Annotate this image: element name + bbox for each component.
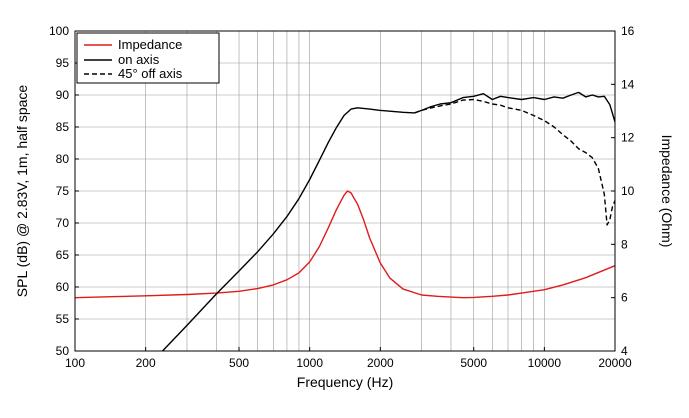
x-tick-label: 500 <box>229 356 249 370</box>
y-left-tick-label: 55 <box>56 312 70 326</box>
legend-label-off-axis: 45° off axis <box>118 66 183 81</box>
y-axis-right: 4 6 8 10 12 14 16 <box>611 24 635 358</box>
legend: Impedance on axis 45° off axis <box>76 32 220 84</box>
y-axis-left: 50 55 60 65 70 75 80 85 90 95 100 <box>49 24 79 358</box>
x-tick-label: 20000 <box>598 356 632 370</box>
y-left-tick-label: 50 <box>56 344 70 358</box>
series-layer <box>74 91 616 352</box>
y-left-tick-label: 100 <box>49 24 69 38</box>
impedance-curve <box>74 190 616 299</box>
legend-label-impedance: Impedance <box>118 37 182 52</box>
y-right-tick-label: 14 <box>621 77 635 91</box>
x-tick-label: 2000 <box>367 356 394 370</box>
y-left-tick-label: 85 <box>56 120 70 134</box>
y-left-tick-label: 65 <box>56 248 70 262</box>
x-axis-label: Frequency (Hz) <box>297 374 393 390</box>
y-axis-right-label: Impedance (Ohm) <box>659 135 675 248</box>
x-tick-label: 200 <box>136 356 156 370</box>
x-tick-label: 10000 <box>528 356 562 370</box>
y-right-tick-label: 16 <box>621 24 635 38</box>
y-right-tick-label: 12 <box>621 131 635 145</box>
x-axis: 100 200 500 1000 2000 5000 10000 20000 <box>65 347 632 370</box>
y-left-tick-label: 90 <box>56 88 70 102</box>
y-right-tick-label: 10 <box>621 184 635 198</box>
x-tick-label: 1000 <box>296 356 323 370</box>
y-right-tick-label: 6 <box>621 291 628 305</box>
y-right-tick-label: 8 <box>621 237 628 251</box>
x-tick-label: 100 <box>65 356 85 370</box>
x-tick-label: 5000 <box>460 356 487 370</box>
y-left-tick-label: 70 <box>56 216 70 230</box>
on-axis-curve <box>161 91 616 352</box>
y-right-tick-label: 4 <box>621 344 628 358</box>
y-left-tick-label: 80 <box>56 152 70 166</box>
y-axis-left-label: SPL (dB) @ 2.83V, 1m, half space <box>14 85 30 298</box>
legend-label-on-axis: on axis <box>118 52 160 67</box>
y-left-tick-label: 95 <box>56 56 70 70</box>
off-axis-curve <box>414 98 616 226</box>
y-left-tick-label: 60 <box>56 280 70 294</box>
y-left-tick-label: 75 <box>56 184 70 198</box>
grid <box>75 31 615 351</box>
